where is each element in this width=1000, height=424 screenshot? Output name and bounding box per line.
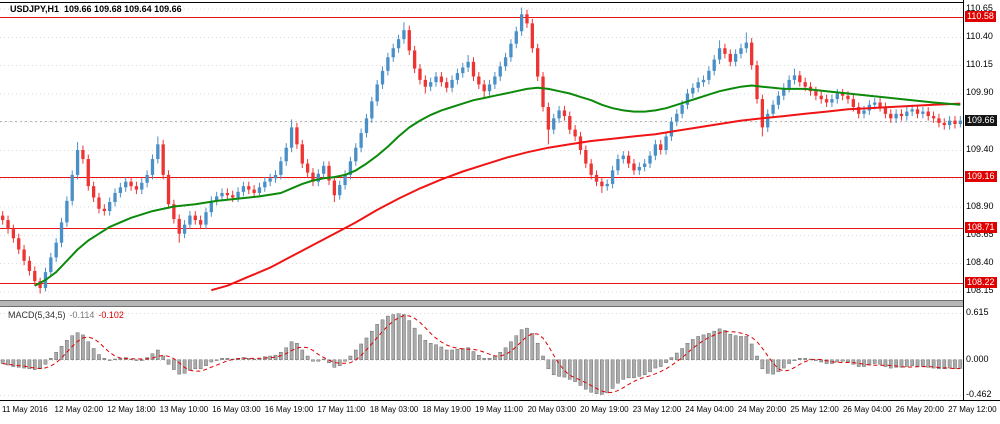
panel-separator[interactable] [0, 300, 963, 307]
price-axis-tick: 108.65 [966, 229, 994, 239]
macd-axis-tick: 0.000 [966, 354, 989, 364]
time-axis-label: 13 May 10:00 [159, 405, 209, 414]
current-price-label: 109.66 [965, 115, 997, 126]
ma-green-line [34, 84, 961, 287]
macd-main-value: -0.114 [69, 310, 95, 320]
time-axis-label: 24 May 04:00 [685, 405, 734, 414]
time-axis-label: 18 May 03:00 [369, 405, 419, 414]
time-axis-label: 16 May 19:00 [264, 405, 314, 414]
price-axis-tick: 109.40 [966, 144, 994, 154]
time-axis-label: 17 May 11:00 [317, 405, 366, 414]
time-axis-label: 11 May 2016 [2, 405, 48, 414]
time-axis-label: 23 May 12:00 [632, 405, 682, 414]
ma-red-line [211, 102, 961, 292]
time-axis-label: 19 May 11:00 [475, 405, 523, 414]
price-axis-tick: 109.90 [966, 87, 994, 97]
horizontal-price-lines[interactable] [0, 17, 963, 284]
macd-axis-tick: -0.462 [966, 389, 992, 399]
price-axis-tick: 108.40 [966, 257, 994, 267]
time-axis-label: 26 May 20:00 [895, 405, 944, 414]
price-axis-tick: 108.15 [966, 285, 994, 295]
price-axis-tick: 108.90 [966, 201, 994, 211]
chart-title: USDJPY,H1 109.66 109.68 109.64 109.66 [10, 4, 182, 14]
macd-indicator-title: MACD(5,34,5) -0.114 -0.102 [8, 310, 124, 320]
macd-chart-canvas[interactable] [0, 307, 963, 399]
macd-axis-tick: 0.615 [966, 307, 989, 317]
time-axis-label: 26 May 04:00 [842, 405, 892, 414]
time-axis-label: 20 May 03:00 [527, 405, 577, 414]
time-axis-label: 25 May 12:00 [790, 405, 839, 414]
price-axis[interactable]: 110.65110.40110.15109.90109.65109.40109.… [963, 0, 1000, 400]
time-axis-label: 16 May 03:00 [212, 405, 261, 414]
time-axis-label: 24 May 20:00 [737, 405, 787, 414]
ohlc-readout: 109.66 109.68 109.64 109.66 [64, 4, 182, 14]
macd-signal-line [2, 315, 961, 394]
chart-top-border [0, 2, 1000, 3]
price-axis-tick: 110.40 [966, 31, 993, 41]
time-axis-label: 20 May 19:00 [580, 405, 629, 414]
hline-price-label: 108.22 [965, 277, 997, 288]
price-axis-tick: 110.65 [966, 3, 993, 13]
hline-price-label: 108.71 [965, 222, 997, 233]
macd-gridlines [0, 313, 963, 396]
price-gridlines [0, 8, 963, 293]
hline-price-label: 110.58 [965, 11, 996, 22]
symbol-timeframe-label: USDJPY,H1 [10, 4, 60, 14]
hline-price-label: 109.16 [965, 171, 997, 182]
time-axis-label: 12 May 18:00 [107, 405, 156, 414]
macd-signal-value: -0.102 [98, 310, 124, 320]
time-axis-label: 27 May 12:00 [948, 405, 997, 414]
time-axis-label: 18 May 19:00 [422, 405, 471, 414]
candlesticks [1, 7, 962, 294]
price-chart-canvas[interactable] [0, 0, 963, 300]
time-axis[interactable]: 11 May 2016 12 May 02:00 12 May 18:00 13 Ma… [0, 400, 1000, 424]
macd-histogram [0, 313, 963, 395]
time-axis-label: 12 May 02:00 [54, 405, 104, 414]
price-axis-tick: 110.15 [966, 59, 993, 69]
macd-name-label: MACD(5,34,5) [8, 310, 66, 320]
